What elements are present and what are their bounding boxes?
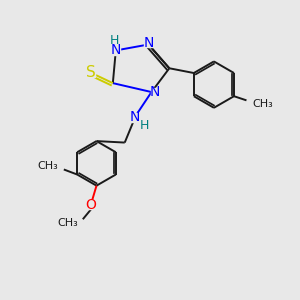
Text: N: N	[130, 110, 140, 124]
Bar	[144, 39, 153, 47]
Bar	[86, 68, 95, 77]
Text: O: O	[86, 198, 97, 212]
Text: CH₃: CH₃	[57, 218, 78, 228]
Text: H: H	[110, 34, 119, 47]
Text: N: N	[150, 85, 160, 99]
Text: CH₃: CH₃	[252, 99, 273, 109]
Text: S: S	[86, 65, 95, 80]
Bar	[130, 112, 140, 122]
Bar	[87, 201, 95, 209]
Text: N: N	[111, 44, 121, 57]
Text: N: N	[143, 36, 154, 50]
Text: H: H	[140, 119, 149, 132]
Text: CH₃: CH₃	[37, 160, 58, 171]
Bar	[151, 88, 159, 96]
Bar	[112, 46, 120, 55]
